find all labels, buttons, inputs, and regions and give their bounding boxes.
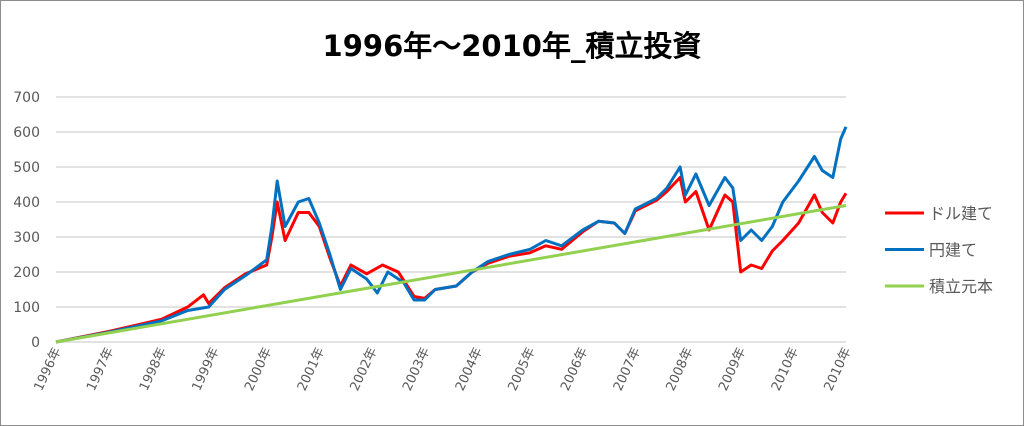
y-tick-label: 200 (13, 265, 40, 281)
y-tick-label: 500 (13, 160, 40, 176)
x-tick-label: 2009年 (716, 345, 749, 393)
y-tick-label: 400 (13, 195, 40, 211)
y-tick-label: 700 (13, 90, 40, 106)
x-tick-label: 1999年 (190, 345, 223, 393)
x-tick-label: 2010年 (769, 345, 802, 393)
legend-label: 積立元本 (929, 277, 993, 296)
x-tick-label: 1998年 (137, 345, 170, 393)
x-tick-label: 2000年 (242, 345, 275, 393)
x-tick-label: 1997年 (84, 345, 117, 393)
y-tick-label: 100 (13, 300, 40, 316)
x-tick-label: 2006年 (558, 345, 591, 393)
chart-title: 1996年～2010年_積立投資 (323, 29, 702, 63)
x-tick-label: 2004年 (453, 345, 486, 393)
x-tick-label: 1996年 (32, 345, 65, 393)
x-tick-label: 2005年 (506, 345, 539, 393)
x-tick-label: 2001年 (295, 345, 328, 393)
x-tick-label: 2007年 (611, 345, 644, 393)
y-tick-label: 300 (13, 230, 40, 246)
legend-label: 円建て (929, 241, 977, 260)
x-tick-label: 2003年 (400, 345, 433, 393)
x-tick-label: 2002年 (348, 345, 381, 393)
series-line-3 (55, 204, 847, 344)
series-line-1 (55, 176, 848, 344)
x-tick-label: 2008年 (664, 345, 697, 393)
y-tick-label: 0 (31, 335, 40, 351)
x-tick-label: 2010年 (822, 345, 855, 393)
y-tick-label: 600 (13, 125, 40, 141)
series-line-2 (55, 126, 848, 344)
legend-label: ドル建て (929, 204, 993, 223)
